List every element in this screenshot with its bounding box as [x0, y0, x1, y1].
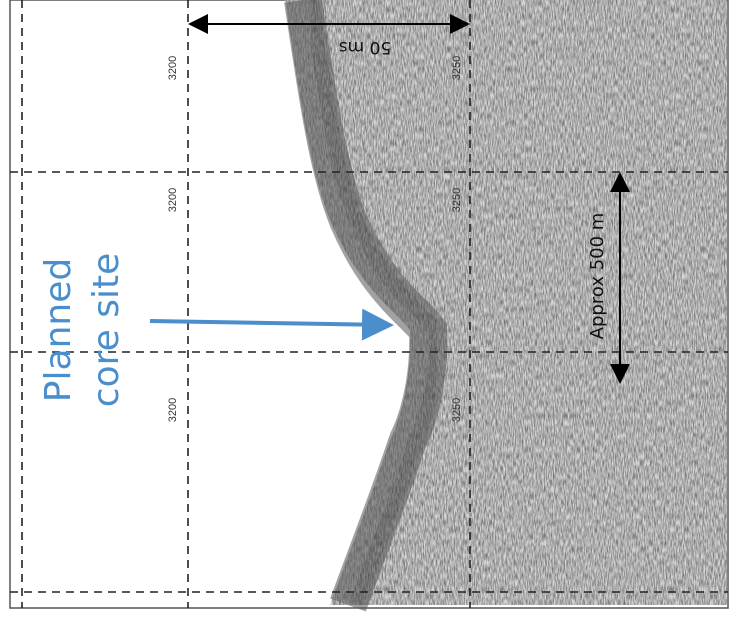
scale-label: 50 ms — [339, 37, 392, 57]
tick-label: 3250 — [451, 56, 463, 80]
scale-label: Approx 500 m — [587, 213, 608, 340]
tick-label: 3250 — [451, 398, 463, 422]
site-label: core site — [86, 253, 127, 407]
figure: 3200 3200 3200 3250 3250 3250 50 ms Appr… — [0, 0, 736, 618]
tick-label: 3200 — [167, 188, 179, 212]
tick-label: 3250 — [451, 188, 463, 212]
tick-label: 3200 — [167, 398, 179, 422]
site-label: Planned — [38, 258, 79, 402]
tick-label: 3200 — [167, 56, 179, 80]
